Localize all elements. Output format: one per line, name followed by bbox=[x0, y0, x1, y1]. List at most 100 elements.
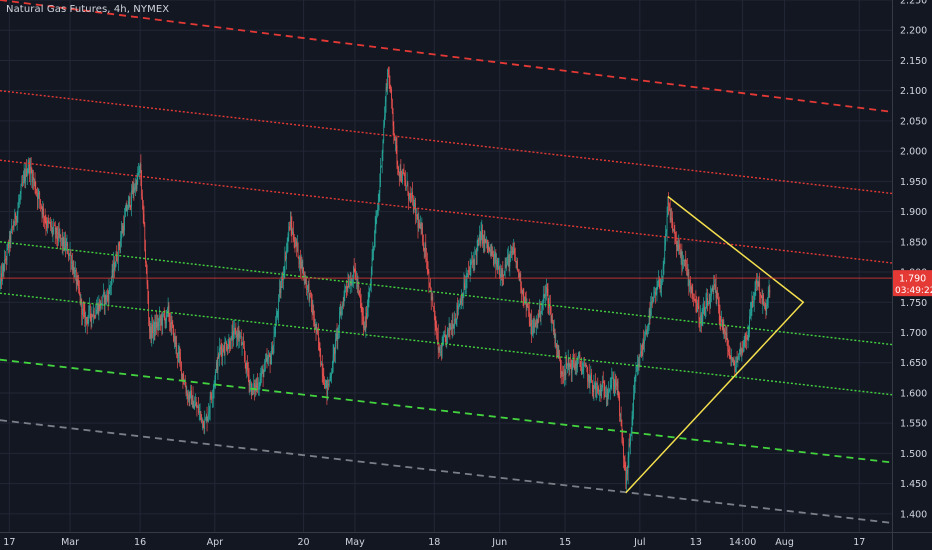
candle-body bbox=[708, 303, 710, 305]
candle-body bbox=[704, 308, 706, 315]
candle-body bbox=[463, 282, 465, 296]
candle-body bbox=[740, 346, 742, 354]
candle-body bbox=[632, 411, 634, 417]
candle-body bbox=[737, 359, 739, 363]
candle-body bbox=[722, 321, 724, 334]
candle-body bbox=[29, 161, 30, 175]
candle-body bbox=[641, 353, 643, 355]
candle-body bbox=[416, 215, 418, 217]
candle-body bbox=[490, 249, 491, 252]
candle-body bbox=[739, 349, 740, 354]
trend-line-red-dotted-lower[interactable] bbox=[0, 159, 893, 264]
candle-body bbox=[238, 330, 240, 338]
candle-body bbox=[102, 295, 104, 304]
candle-body bbox=[107, 295, 108, 297]
trend-line-green-dotted-lower[interactable] bbox=[0, 292, 893, 396]
candle-body bbox=[412, 198, 414, 212]
candle-body bbox=[198, 406, 199, 413]
trend-line-red-dotted-upper[interactable] bbox=[0, 89, 893, 195]
candle-body bbox=[590, 372, 592, 376]
candle-body bbox=[460, 300, 462, 305]
candle-body bbox=[7, 243, 9, 249]
candle-body bbox=[686, 267, 687, 269]
trend-line-green-dotted-upper[interactable] bbox=[0, 241, 893, 346]
trend-line-red-dashed-upper[interactable] bbox=[0, 0, 893, 113]
candle-body bbox=[342, 304, 343, 309]
candle-body bbox=[79, 292, 81, 304]
candle-body bbox=[529, 323, 531, 326]
candle-body bbox=[183, 380, 185, 384]
candle-body bbox=[631, 416, 633, 431]
candle-body bbox=[30, 166, 32, 171]
candle-body bbox=[314, 324, 316, 327]
candle-body bbox=[377, 209, 378, 215]
candle-body bbox=[521, 290, 523, 294]
candle-body bbox=[61, 238, 63, 246]
candle-body bbox=[107, 296, 109, 302]
candle-body bbox=[669, 204, 671, 220]
candle-body bbox=[391, 99, 393, 113]
candle-body bbox=[690, 287, 692, 290]
candle-body bbox=[338, 327, 339, 329]
candle-body bbox=[448, 323, 450, 330]
candle-body bbox=[139, 164, 141, 167]
candle-body bbox=[417, 216, 419, 228]
candle-body bbox=[300, 261, 302, 269]
candle-body bbox=[210, 396, 212, 398]
candle-body bbox=[563, 371, 565, 376]
candle-body bbox=[367, 302, 369, 309]
candle-body bbox=[399, 168, 401, 178]
trend-line-grey-dashed[interactable] bbox=[0, 419, 893, 524]
candle-body bbox=[5, 259, 7, 261]
candle-body bbox=[322, 373, 324, 377]
candle-body bbox=[571, 360, 573, 374]
candle-body bbox=[486, 239, 487, 244]
candle-body bbox=[409, 193, 411, 195]
candle-body bbox=[578, 354, 580, 357]
candle-body bbox=[732, 357, 733, 362]
candle-body bbox=[707, 298, 708, 306]
candle-body bbox=[634, 378, 636, 388]
candle-body bbox=[711, 287, 713, 290]
candle-body bbox=[57, 236, 58, 241]
candle-body bbox=[504, 273, 505, 276]
candle-body bbox=[457, 305, 459, 310]
candle-body bbox=[106, 295, 107, 301]
candle-body bbox=[202, 419, 203, 423]
candle-body bbox=[602, 381, 604, 384]
candle-body bbox=[606, 395, 608, 397]
candle-body bbox=[652, 301, 654, 303]
candle-body bbox=[439, 347, 441, 354]
x-tick-label: 14:00 bbox=[729, 537, 756, 548]
candle-body bbox=[72, 266, 74, 271]
candle-body bbox=[44, 216, 45, 220]
candle-body bbox=[676, 244, 678, 247]
candle-body bbox=[306, 282, 308, 290]
candle-body bbox=[143, 213, 145, 224]
candle-body bbox=[720, 320, 722, 322]
candle-body bbox=[735, 367, 736, 373]
candle-body bbox=[247, 369, 249, 375]
candle-body bbox=[202, 419, 204, 428]
triangle-pattern[interactable] bbox=[625, 195, 805, 494]
candle-body bbox=[687, 272, 689, 276]
y-tick-label: 2.150 bbox=[900, 56, 927, 67]
candle-body bbox=[368, 293, 370, 303]
y-tick-label: 2.100 bbox=[900, 86, 927, 97]
candle-body bbox=[200, 411, 202, 415]
candle-body bbox=[617, 381, 619, 397]
candle-body bbox=[310, 292, 311, 294]
candle-body bbox=[339, 314, 340, 328]
candle-body bbox=[164, 315, 166, 324]
trend-line-green-dashed[interactable] bbox=[0, 358, 893, 464]
candle-body bbox=[296, 241, 297, 247]
candle-body bbox=[453, 328, 455, 329]
candle-body bbox=[564, 371, 566, 376]
candle-body bbox=[472, 260, 473, 262]
candle-body bbox=[746, 337, 747, 340]
candle-body bbox=[743, 341, 745, 347]
candle-body bbox=[117, 259, 118, 261]
candle-body bbox=[47, 220, 49, 222]
candle-body bbox=[363, 316, 364, 328]
